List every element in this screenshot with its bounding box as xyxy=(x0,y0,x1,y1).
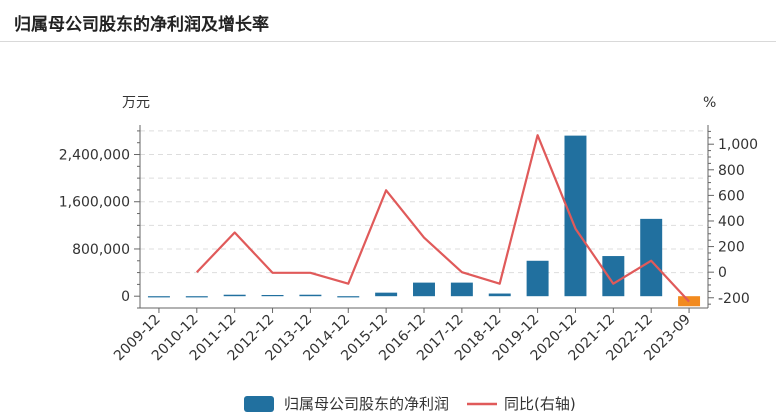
line-series xyxy=(196,134,690,303)
gridlines xyxy=(140,130,708,274)
bar xyxy=(602,256,625,297)
growth-line xyxy=(196,134,690,303)
bar xyxy=(299,294,322,297)
left-tick-label: 800,000 xyxy=(72,242,130,258)
left-axis-unit: 万元 xyxy=(122,95,150,111)
bar xyxy=(564,135,587,297)
left-tick-label: 1,600,000 xyxy=(59,195,130,211)
right-tick-label: 1,000 xyxy=(718,137,758,153)
bar xyxy=(640,218,663,297)
axes xyxy=(134,125,714,313)
bar xyxy=(261,294,284,297)
right-tick-label: 800 xyxy=(718,163,745,179)
left-tick-label: 0 xyxy=(121,289,130,305)
legend-line-label: 同比(右轴) xyxy=(504,395,576,413)
bar-series xyxy=(147,135,701,307)
right-tick-label: 0 xyxy=(718,265,727,281)
chart-header: 归属母公司股东的净利润及增长率 xyxy=(0,0,776,42)
right-tick-label: 200 xyxy=(718,240,745,256)
bar xyxy=(185,296,208,298)
right-tick-label: 600 xyxy=(718,188,745,204)
right-tick-label: -200 xyxy=(718,291,750,307)
bar xyxy=(337,296,360,298)
chart-title: 归属母公司股东的净利润及增长率 xyxy=(14,15,269,35)
legend-bar-label: 归属母公司股东的净利润 xyxy=(284,395,449,413)
legend: 归属母公司股东的净利润 同比(右轴) xyxy=(244,395,576,413)
left-tick-label: 2,400,000 xyxy=(59,148,130,164)
bar xyxy=(488,293,511,297)
bar xyxy=(450,282,473,297)
bar xyxy=(375,292,398,297)
right-axis-unit: % xyxy=(703,95,716,111)
bar xyxy=(223,294,246,297)
bar xyxy=(413,282,435,297)
legend-bar-swatch xyxy=(244,396,274,412)
bar xyxy=(526,260,549,297)
right-tick-label: 400 xyxy=(718,214,745,230)
bar xyxy=(147,296,170,298)
